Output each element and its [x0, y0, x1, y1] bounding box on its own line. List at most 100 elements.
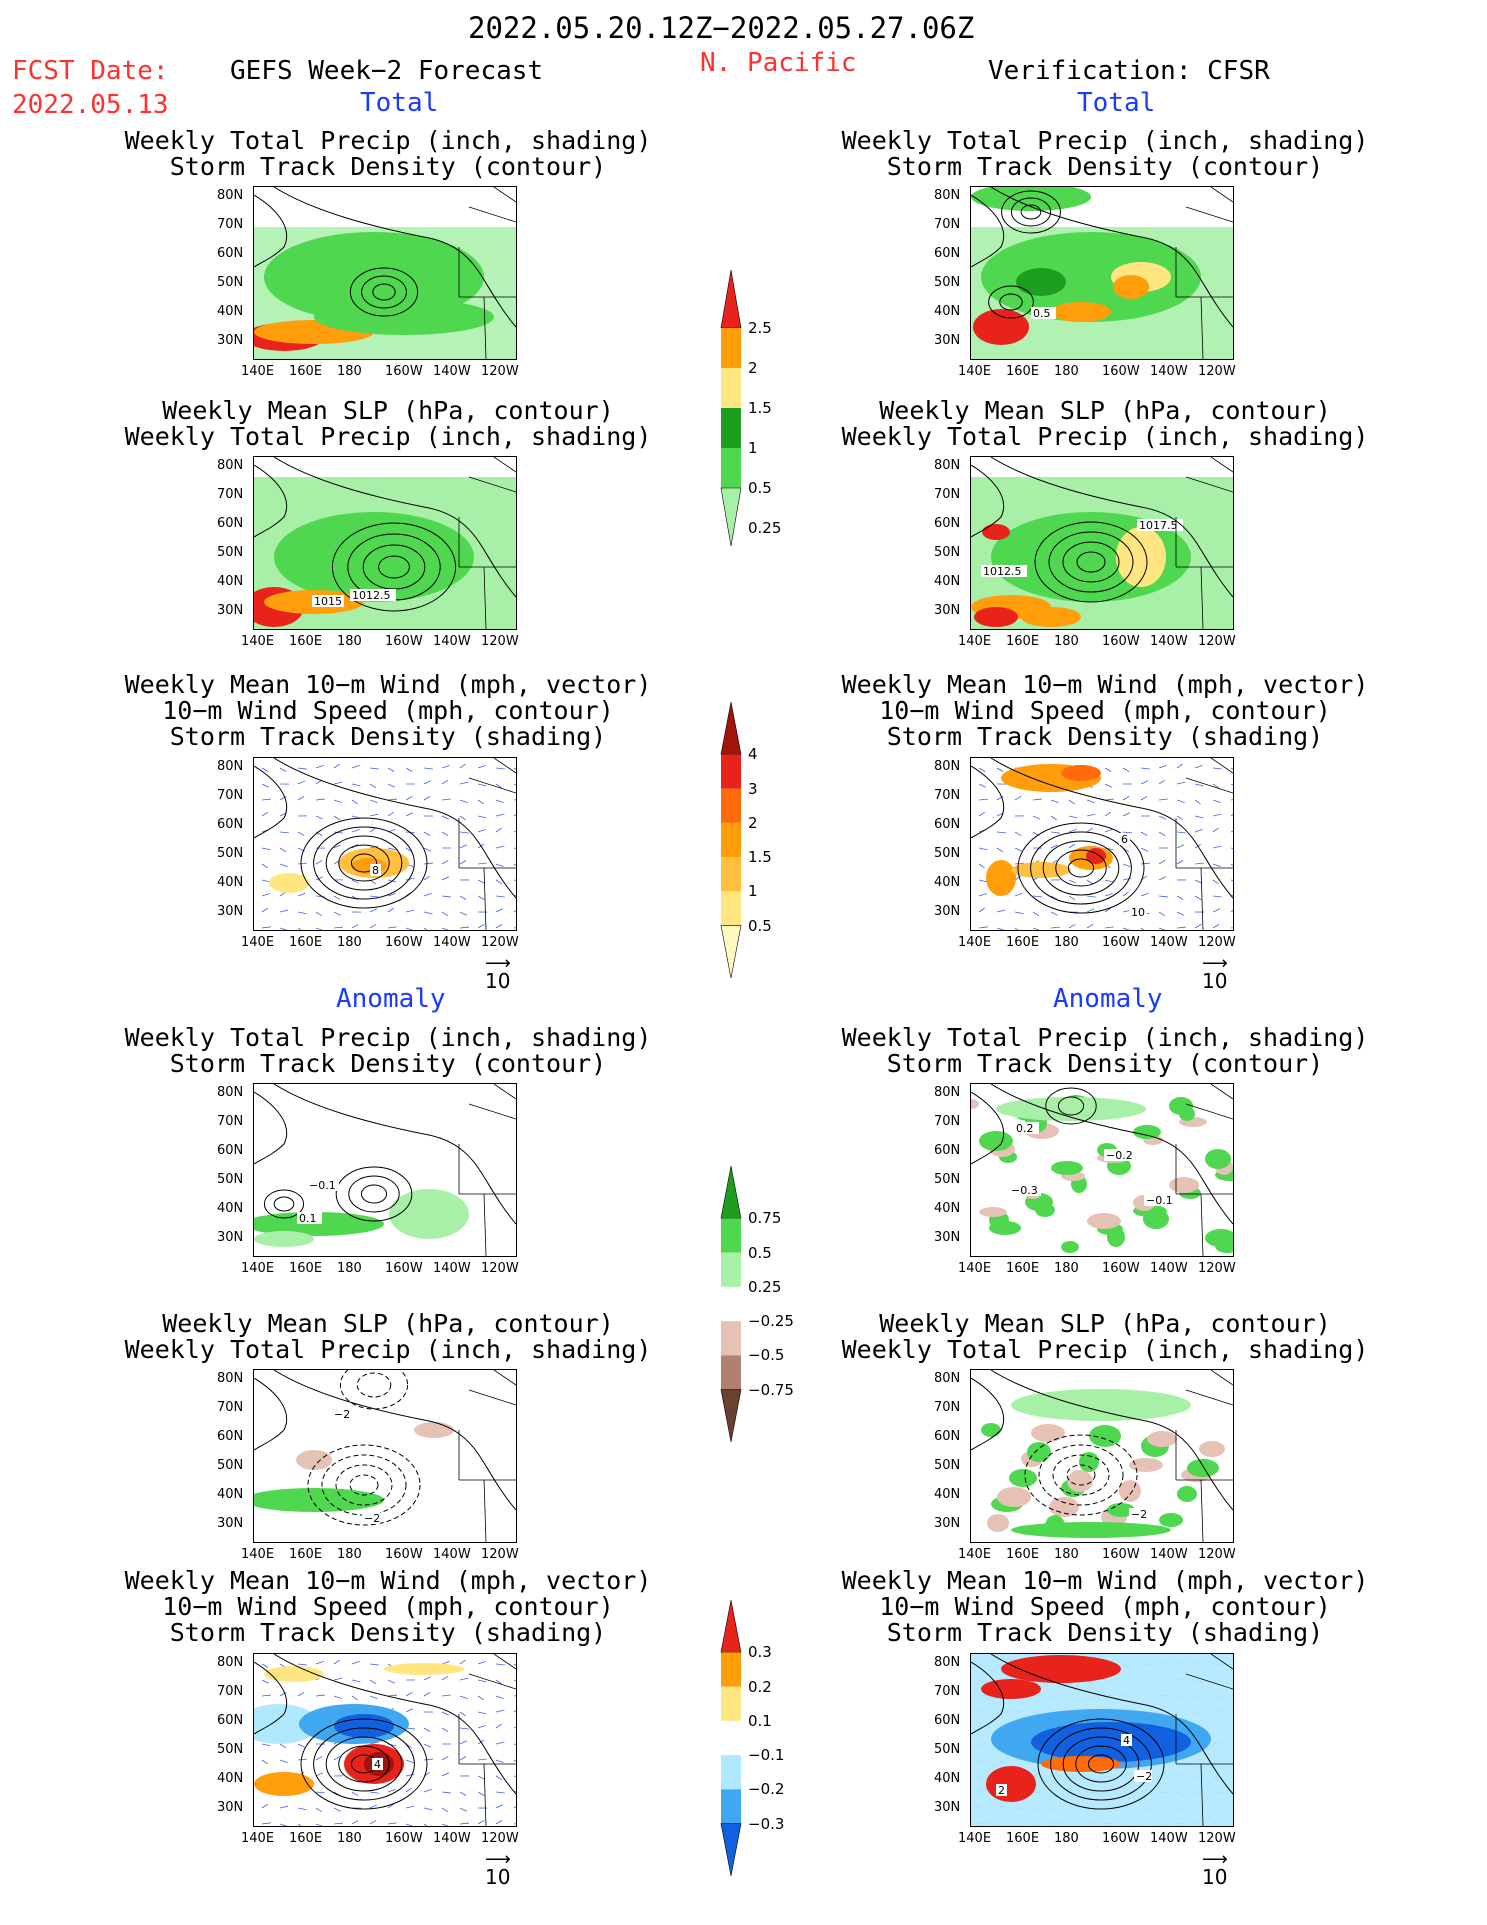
lat-label-r4-right: 40N: [934, 1201, 961, 1216]
lat-label-r5-left: 60N: [217, 1429, 244, 1444]
lat-label-r5-right: 30N: [934, 1516, 961, 1531]
lat-label-r6-right: 50N: [934, 1742, 961, 1757]
lon-label-r5-right: 160E: [1006, 1547, 1040, 1562]
lon-label-r5-right: 120W: [1198, 1547, 1236, 1562]
svg-text:1015: 1015: [314, 595, 342, 608]
lat-label-r6-left: 50N: [217, 1742, 244, 1757]
lat-label-r4-left: 40N: [217, 1201, 244, 1216]
colorbar-tick-precip_total: 2.5: [748, 319, 772, 337]
lat-label-r1-left: 80N: [217, 188, 244, 203]
panel-title-r3-left-2: 10−m Wind Speed (mph, contour): [162, 696, 614, 725]
lat-label-r1-right: 30N: [934, 333, 961, 348]
panel-title-r3-right-3: Storm Track Density (shading): [886, 722, 1324, 751]
vector-ref-arrow: ⟶: [1202, 953, 1228, 974]
lon-label-r2-left: 160W: [385, 634, 423, 649]
vector-ref-arrow: ⟶: [485, 953, 511, 974]
colorbar-tick-precip_anom: −0.25: [748, 1312, 794, 1331]
lon-label-r3-right: 180: [1054, 935, 1079, 950]
panel-title-r5-right-1: Weekly Mean SLP (hPa, contour): [879, 1309, 1331, 1338]
lat-label-r6-right: 40N: [934, 1771, 961, 1786]
map-plot-r2-right: 1017.5 1012.5: [971, 457, 1233, 629]
lon-label-r6-right: 140E: [958, 1831, 992, 1846]
lon-label-r5-left: 160E: [289, 1547, 323, 1562]
colorbar-tick-precip_anom: 0.75: [748, 1209, 782, 1228]
lat-label-r6-left: 30N: [217, 1800, 244, 1815]
colorbar-tick-precip_total: 0.25: [748, 519, 782, 537]
lat-label-r2-right: 80N: [934, 458, 961, 473]
lon-label-r4-left: 140W: [433, 1261, 471, 1276]
map-plot-r6-left: 4: [254, 1654, 516, 1826]
lat-label-r2-right: 50N: [934, 545, 961, 560]
svg-text:10: 10: [1131, 906, 1145, 919]
lon-label-r4-left: 120W: [481, 1261, 519, 1276]
map-plot-r5-left: −2 −2: [254, 1370, 516, 1542]
colorbar-tick-precip_total: 2: [748, 359, 758, 377]
colorbar-storm-total: [720, 701, 742, 979]
panel-title-r5-right-2: Weekly Total Precip (inch, shading): [841, 1335, 1369, 1364]
colorbar-tick-storm_anom: −0.2: [748, 1780, 785, 1799]
panel-title-r6-right-3: Storm Track Density (shading): [886, 1618, 1324, 1647]
colorbar-tick-precip_total: 1.5: [748, 399, 772, 417]
colorbar-tick-precip_anom: −0.75: [748, 1380, 794, 1399]
section-anomaly-left: Anomaly: [336, 984, 446, 1014]
colorbar-tick-storm_anom: 0.1: [748, 1711, 772, 1730]
panel-title-r4-right-1: Weekly Total Precip (inch, shading): [841, 1023, 1369, 1052]
svg-text:−2: −2: [334, 1408, 350, 1421]
map-panel-r6-left: 4: [253, 1653, 517, 1827]
lon-label-r6-right: 160E: [1006, 1831, 1040, 1846]
verification-title: Verification: CFSR: [988, 56, 1270, 86]
map-panel-r2-right: 1017.5 1012.5: [970, 456, 1234, 630]
panel-title-r2-left-1: Weekly Mean SLP (hPa, contour): [162, 396, 614, 425]
vector-ref-value: 10: [485, 969, 511, 993]
lon-label-r5-left: 180: [337, 1547, 362, 1562]
date-range-title: 2022.05.20.12Z−2022.05.27.06Z: [468, 11, 975, 45]
svg-text:−0.3: −0.3: [1011, 1184, 1038, 1197]
lat-label-r1-right: 60N: [934, 246, 961, 261]
lat-label-r4-right: 60N: [934, 1143, 961, 1158]
svg-text:−2: −2: [364, 1512, 380, 1525]
fcst-date-value: 2022.05.13: [12, 90, 169, 120]
lon-label-r6-left: 160E: [289, 1831, 323, 1846]
lat-label-r6-left: 40N: [217, 1771, 244, 1786]
lat-label-r4-left: 80N: [217, 1085, 244, 1100]
lat-label-r3-right: 30N: [934, 904, 961, 919]
lon-label-r2-left: 140E: [241, 634, 275, 649]
lon-label-r6-right: 140W: [1150, 1831, 1188, 1846]
colorbar-tick-precip_anom: 0.5: [748, 1243, 772, 1262]
colorbar-storm-anomaly: [720, 1599, 742, 1877]
svg-text:−0.1: −0.1: [1146, 1194, 1173, 1207]
panel-title-r1-right-2: Storm Track Density (contour): [886, 152, 1324, 181]
panel-title-r6-left-3: Storm Track Density (shading): [169, 1618, 607, 1647]
lon-label-r4-right: 120W: [1198, 1261, 1236, 1276]
colorbar-tick-storm_anom: −0.3: [748, 1814, 785, 1833]
lat-label-r6-right: 80N: [934, 1655, 961, 1670]
map-panel-r4-right: 0.2 −0.2 −0.3 −0.1: [970, 1083, 1234, 1257]
lat-label-r5-left: 50N: [217, 1458, 244, 1473]
lon-label-r3-right: 120W: [1198, 935, 1236, 950]
panel-title-r1-right-1: Weekly Total Precip (inch, shading): [841, 126, 1369, 155]
lon-label-r2-left: 160E: [289, 634, 323, 649]
vector-ref-arrow: ⟶: [485, 1849, 511, 1870]
panel-title-r4-right-2: Storm Track Density (contour): [886, 1049, 1324, 1078]
lon-label-r4-right: 160E: [1006, 1261, 1040, 1276]
lon-label-r5-right: 140W: [1150, 1547, 1188, 1562]
lat-label-r1-right: 40N: [934, 304, 961, 319]
lon-label-r4-right: 140E: [958, 1261, 992, 1276]
lon-label-r6-left: 140E: [241, 1831, 275, 1846]
lon-label-r5-left: 120W: [481, 1547, 519, 1562]
lon-label-r3-right: 140E: [958, 935, 992, 950]
svg-text:0.2: 0.2: [1016, 1122, 1034, 1135]
lat-label-r2-right: 40N: [934, 574, 961, 589]
vector-ref-arrow: ⟶: [1202, 1849, 1228, 1870]
lon-label-r3-left: 180: [337, 935, 362, 950]
lat-label-r2-right: 70N: [934, 487, 961, 502]
lat-label-r1-left: 50N: [217, 275, 244, 290]
lon-label-r4-left: 160E: [289, 1261, 323, 1276]
lon-label-r3-right: 160E: [1006, 935, 1040, 950]
colorbar-tick-precip_anom: −0.5: [748, 1346, 785, 1365]
region-title: N. Pacific: [700, 48, 857, 78]
svg-text:4: 4: [1123, 1734, 1130, 1747]
lat-label-r3-right: 80N: [934, 759, 961, 774]
lon-label-r3-left: 160E: [289, 935, 323, 950]
lon-label-r2-right: 180: [1054, 634, 1079, 649]
